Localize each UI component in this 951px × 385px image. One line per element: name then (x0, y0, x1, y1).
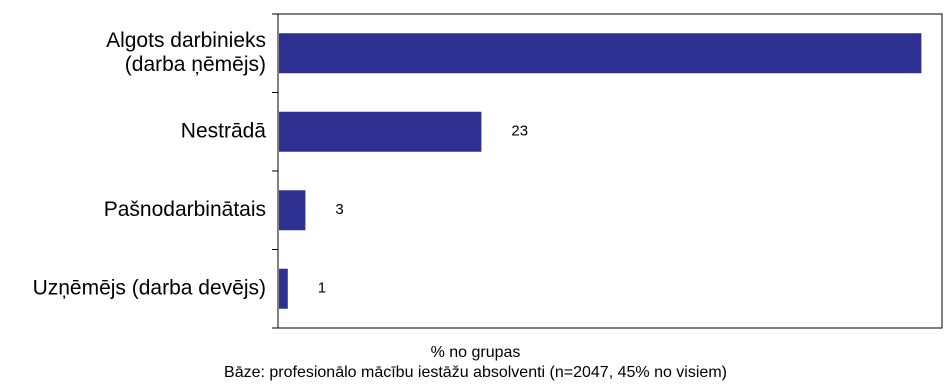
bar (279, 33, 922, 74)
bar (279, 268, 288, 309)
y-axis-ticks (272, 13, 278, 329)
category-label: Uzņēmējs (darba devējs) (33, 276, 266, 299)
data-label: 23 (511, 123, 528, 140)
data-label: 3 (335, 201, 343, 218)
category-labels: Algots darbinieks(darba ņēmējs) Nestrādā P… (33, 29, 267, 300)
category-label: (darba ņēmējs) (125, 53, 266, 76)
data-label: 1 (318, 280, 326, 297)
category-label: Algots darbinieks (106, 29, 266, 52)
category-label: Pašnodarbinātais (104, 198, 266, 221)
category-label: Nestrādā (181, 119, 267, 142)
x-axis-title: % no grupas (430, 344, 521, 361)
base-note: Bāze: profesionālo mācību iestāžu absolv… (224, 364, 727, 381)
data-labels: 732331 (318, 123, 528, 297)
bars (279, 33, 922, 309)
bar (279, 190, 306, 231)
bar (279, 111, 482, 152)
